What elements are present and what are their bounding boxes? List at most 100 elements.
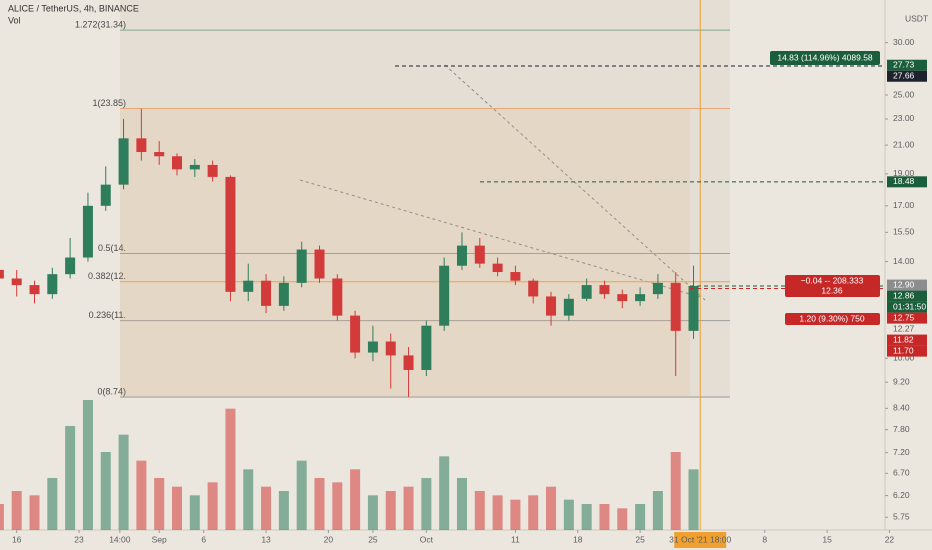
volume-bar (456, 478, 467, 530)
price-label: 27.66 (893, 70, 915, 80)
volume-bar (136, 460, 147, 530)
volume-bar (172, 486, 182, 530)
candle-body (225, 176, 236, 292)
volume-bar (0, 504, 4, 530)
volume-bar (65, 426, 76, 530)
y-tick-label: 5.75 (893, 511, 910, 521)
price-label: 12.27 (893, 323, 915, 333)
candle-body (350, 315, 361, 353)
volume-bar (421, 478, 432, 530)
price-label: 11.82 (893, 334, 914, 344)
volume-bar (154, 478, 165, 530)
volume-bar (296, 460, 307, 530)
price-label-box (887, 176, 927, 188)
candle-body (0, 269, 4, 279)
candle-body (11, 278, 22, 286)
x-tick-label: Sep (152, 534, 167, 544)
volume-bar (29, 495, 40, 530)
candle-body (29, 285, 40, 295)
stop-box (785, 313, 880, 325)
cursor-box (674, 532, 727, 548)
trend-line (444, 64, 706, 301)
volume-bar (563, 499, 574, 530)
candle-body (652, 282, 663, 295)
candle-body (332, 278, 343, 316)
volume-bar (350, 469, 361, 530)
price-label-box (887, 59, 927, 71)
short-position-text: −0.04 -- 208.333 (801, 275, 864, 285)
volume-bar (118, 434, 129, 530)
y-tick-label: 15.50 (893, 227, 915, 237)
volume-bar (82, 400, 93, 530)
volume-bar (492, 495, 503, 530)
volume-bar (617, 508, 628, 530)
x-tick-label: 16 (12, 534, 22, 544)
candle-body (421, 325, 432, 370)
volume-bar (510, 499, 521, 530)
price-label-box (887, 279, 927, 291)
currency-label: USDT (905, 13, 928, 23)
volume-bar (261, 486, 272, 530)
price-label: 12.75 (893, 312, 915, 322)
candle-body (314, 249, 325, 279)
x-tick-label: 6 (201, 534, 206, 544)
price-label-box (887, 334, 927, 346)
long-position-text: 14.83 (114.96%) 4089.58 (777, 52, 873, 62)
fib-label: 0(8.74) (97, 386, 126, 396)
volume-bar (189, 495, 200, 530)
candle-body (581, 285, 592, 299)
candle-body (670, 282, 681, 331)
candle-body (243, 280, 254, 292)
x-tick-label: 25 (635, 534, 645, 544)
y-tick-label: 30.00 (893, 37, 915, 47)
fib-label: 0.382(12. (88, 271, 126, 281)
y-tick-label: 10.00 (893, 353, 915, 363)
y-tick-label: 21.00 (893, 139, 915, 149)
volume-bar (243, 469, 254, 530)
short-position-box (785, 275, 880, 297)
candle-body (278, 282, 289, 306)
candle-body (172, 156, 182, 170)
volume-bar (100, 452, 111, 530)
candle-body (154, 152, 165, 157)
volume-bar (581, 504, 592, 530)
candle-body (492, 263, 503, 273)
volume-bar (11, 491, 22, 530)
candle-body (65, 257, 76, 275)
candle-body (688, 285, 699, 331)
volume-bar (207, 482, 218, 530)
price-label-box (887, 70, 927, 82)
y-tick-label: 6.70 (893, 468, 910, 478)
volume-bar (652, 491, 663, 530)
price-label-box (887, 345, 927, 357)
chart-title: ALICE / TetherUS, 4h, BINANCE (8, 3, 139, 13)
candle-body (385, 341, 396, 356)
candle-body (456, 245, 467, 266)
candle-body (474, 245, 485, 264)
price-label-box (887, 301, 927, 313)
cursor-label: 31 Oct '21 18:00 (669, 534, 731, 544)
fib-label: 1.272(31.34) (75, 19, 126, 29)
volume-bar (278, 491, 289, 530)
y-tick-label: 7.20 (893, 447, 910, 457)
fib-zone (120, 108, 690, 397)
candle-body (47, 274, 58, 295)
price-label: 12.90 (893, 279, 915, 289)
y-tick-label: 9.20 (893, 376, 910, 386)
volume-bar (599, 504, 610, 530)
x-tick-label: 13 (261, 534, 271, 544)
volume-bar (688, 469, 699, 530)
candle-body (546, 296, 557, 316)
candle-body (118, 138, 129, 185)
x-tick-label: 25 (368, 534, 378, 544)
candle-body (82, 205, 93, 258)
x-tick-label: 15 (822, 534, 832, 544)
volume-bar (385, 491, 396, 530)
candle-body (261, 280, 272, 306)
candle-body (635, 294, 646, 302)
candle-body (136, 138, 147, 153)
volume-bar (635, 504, 646, 530)
long-position-box (770, 51, 880, 65)
x-tick-label: 8 (762, 534, 767, 544)
